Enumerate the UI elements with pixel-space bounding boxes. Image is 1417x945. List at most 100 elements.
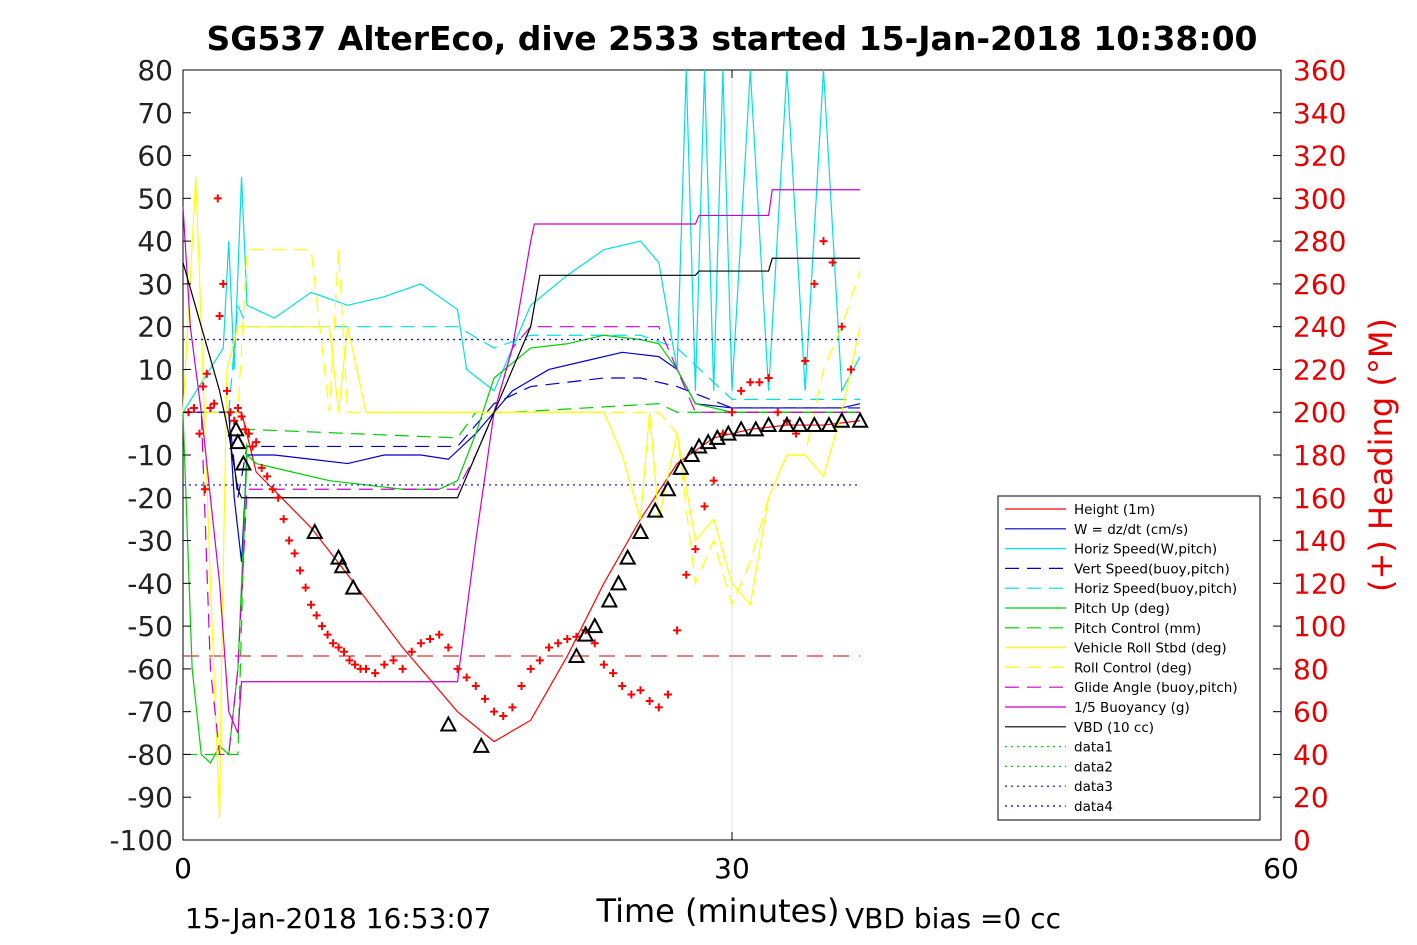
y-left-tick-label-16: -80 (127, 738, 173, 771)
heading-point-40 (371, 669, 380, 678)
heading-point-51 (471, 682, 480, 690)
heading-point-52 (480, 694, 489, 703)
heading-point-68 (627, 690, 636, 699)
heading-point-47 (435, 630, 444, 639)
y-left-tick-label-3: 50 (137, 182, 173, 215)
legend-label-6: Pitch Control (mm) (1074, 621, 1201, 637)
heading-points (184, 194, 855, 720)
y-right-tick-label-1: 340 (1293, 97, 1346, 130)
heading-point-14 (233, 403, 242, 412)
heading-point-28 (301, 583, 310, 592)
heading-point-75 (691, 545, 700, 554)
heading-point-31 (318, 622, 327, 631)
heading-point-87 (801, 356, 810, 365)
y-left-tick-label-15: -70 (127, 696, 173, 729)
triangle-marker-29 (805, 415, 824, 433)
legend-label-11: VBD (10 cc) (1074, 720, 1154, 736)
triangle-marker-15 (631, 522, 650, 539)
footer-timestamp: 15-Jan-2018 16:53:07 (185, 902, 491, 935)
legend-label-2: Horiz Speed(W,pitch) (1074, 542, 1217, 558)
series-line-3 (183, 377, 861, 498)
legend-label-15: data4 (1074, 799, 1113, 815)
legend-label-5: Pitch Up (deg) (1074, 601, 1170, 617)
triangle-markers (227, 411, 869, 753)
y-left-tick-label-0: 80 (137, 54, 173, 87)
heading-point-59 (545, 643, 553, 652)
triangle-marker-2 (234, 454, 253, 471)
legend-label-9: Glide Angle (buoy,pitch) (1074, 680, 1238, 696)
heading-point-11 (222, 386, 231, 395)
heading-point-77 (709, 476, 718, 485)
heading-point-4 (200, 485, 209, 494)
heading-point-80 (737, 386, 746, 395)
y-right-tick-label-14: 80 (1293, 653, 1329, 686)
y-left-tick-label-13: -50 (127, 610, 173, 643)
heading-point-35 (340, 647, 349, 656)
heading-point-54 (499, 711, 508, 720)
y-left-tick-label-4: 40 (137, 225, 173, 258)
x-tick-label-2: 60 (1263, 852, 1299, 885)
y-left-tick-label-5: 30 (137, 268, 173, 301)
triangle-marker-11 (586, 617, 604, 634)
heading-point-27 (296, 566, 305, 575)
y-left-tick-label-2: 60 (137, 140, 173, 173)
heading-point-7 (210, 399, 219, 408)
heading-point-15 (237, 412, 246, 421)
heading-point-48 (444, 643, 453, 652)
y-right-tick-label-4: 280 (1293, 225, 1346, 258)
heading-point-67 (618, 682, 627, 690)
triangle-marker-25 (747, 420, 765, 437)
heading-point-74 (682, 570, 691, 579)
y-right-tick-label-11: 140 (1293, 525, 1346, 558)
heading-point-23 (274, 493, 283, 502)
y-right-tick-label-16: 40 (1293, 738, 1329, 771)
triangle-marker-9 (567, 646, 586, 664)
legend-label-1: W = dz/dt (cm/s) (1074, 522, 1188, 538)
heading-point-45 (416, 639, 425, 648)
y-left-tick-label-18: -100 (109, 824, 173, 857)
heading-point-83 (764, 374, 773, 382)
y-right-tick-label-18: 0 (1293, 824, 1311, 857)
triangle-marker-14 (619, 548, 637, 565)
heading-point-6 (206, 403, 215, 412)
triangle-marker-17 (659, 480, 677, 497)
triangle-marker-23 (719, 424, 738, 441)
heading-point-61 (563, 634, 572, 643)
heading-point-18 (248, 442, 257, 451)
legend-label-14: data3 (1074, 779, 1113, 795)
heading-point-91 (837, 322, 846, 331)
legend-label-13: data2 (1074, 759, 1113, 775)
heading-point-16 (241, 425, 250, 434)
triangle-marker-7 (439, 715, 458, 732)
heading-point-64 (590, 639, 599, 648)
heading-point-84 (773, 408, 782, 417)
y-left-tick-label-8: 0 (155, 396, 173, 429)
y-right-tick-label-15: 60 (1293, 696, 1329, 729)
legend: Height (1m) W = dz/dt (cm/s) Horiz Speed(W… (997, 495, 1261, 821)
heading-point-89 (819, 237, 828, 246)
series-lines (182, 69, 861, 819)
heading-point-60 (554, 639, 563, 648)
triangle-marker-6 (344, 578, 362, 595)
x-tick-label-1: 30 (714, 852, 750, 885)
heading-point-56 (517, 682, 526, 690)
triangle-marker-32 (851, 411, 869, 428)
heading-point-49 (453, 664, 462, 673)
series-line-5 (182, 334, 861, 764)
chart-title: SG537 AlterEco, dive 2533 started 15-Jan… (206, 19, 1257, 58)
heading-point-21 (263, 472, 272, 481)
heading-point-12 (226, 408, 235, 417)
y-axis-right: 3603403203002802602402202001801601401201… (1273, 54, 1346, 857)
legend-label-10: 1/5 Buoyancy (g) (1074, 700, 1190, 716)
y-left-tick-label-9: -10 (127, 439, 173, 472)
triangle-marker-30 (820, 415, 838, 433)
triangle-marker-22 (708, 428, 727, 445)
legend-label-12: data1 (1074, 740, 1113, 756)
triangle-marker-24 (732, 420, 750, 437)
heading-point-76 (700, 502, 709, 511)
heading-point-3 (199, 382, 208, 391)
heading-point-69 (636, 686, 645, 695)
heading-point-22 (268, 485, 277, 494)
y-right-tick-label-13: 100 (1293, 610, 1346, 643)
triangle-marker-27 (778, 415, 796, 433)
